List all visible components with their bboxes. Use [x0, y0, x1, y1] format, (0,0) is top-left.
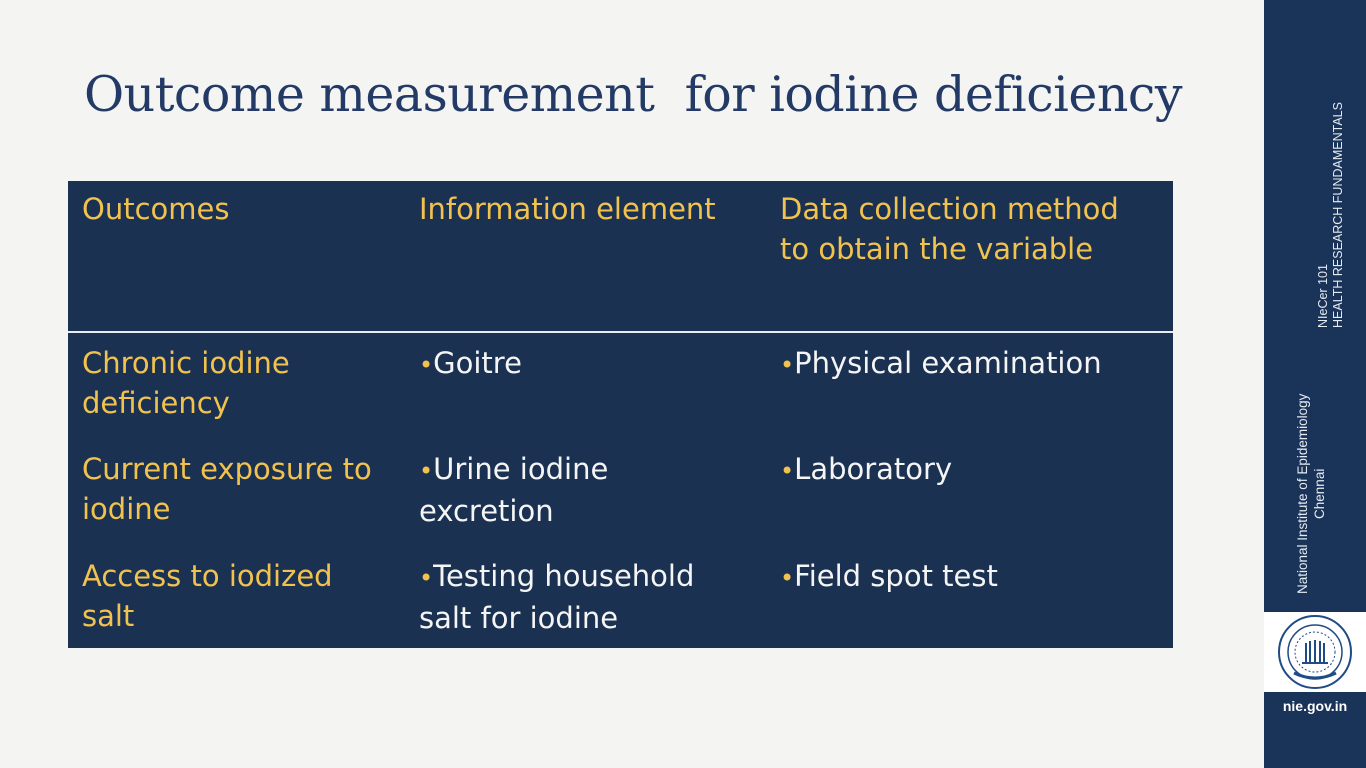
course-label: NIeCer 101 HEALTH RESEARCH FUNDAMENTALS [1316, 102, 1345, 328]
outcome-cell: Access to iodized salt [82, 559, 333, 633]
bullet-icon: • [419, 351, 434, 379]
bullet-icon: • [419, 457, 434, 485]
institute-label: National Institute of Epidemiology Chenn… [1295, 393, 1327, 594]
information-text: Goitre [433, 346, 522, 380]
bullet-icon: • [780, 351, 795, 379]
header-data-collection-method: Data collection method to obtain the var… [780, 192, 1119, 266]
method-cell: •Laboratory [780, 449, 952, 491]
method-text: Laboratory [794, 452, 953, 486]
header-divider [68, 331, 1173, 333]
outcome-cell: Current exposure to iodine [82, 452, 372, 526]
website-url: nie.gov.in [1282, 698, 1348, 714]
bullet-icon: • [419, 564, 434, 592]
information-text: Testing household salt for iodine [419, 559, 695, 635]
method-cell: •Field spot test [780, 556, 998, 598]
bullet-icon: • [780, 457, 795, 485]
method-text: Physical examination [794, 346, 1102, 380]
information-cell: •Urine iodine excretion [419, 449, 608, 531]
icmr-seal-icon [1278, 615, 1352, 689]
information-text: Urine iodine excretion [419, 452, 609, 528]
method-cell: •Physical examination [780, 343, 1102, 385]
method-text: Field spot test [794, 559, 998, 593]
slide-title: Outcome measurement for iodine deficienc… [84, 66, 1183, 123]
information-cell: •Testing household salt for iodine [419, 556, 694, 638]
information-cell: •Goitre [419, 343, 522, 385]
slide-content: Outcome measurement for iodine deficienc… [68, 66, 1183, 648]
bullet-icon: • [780, 564, 795, 592]
header-outcomes: Outcomes [82, 192, 230, 226]
outcome-cell: Chronic iodine deficiency [82, 346, 290, 420]
header-information-element: Information element [419, 192, 716, 226]
outcome-table: Outcomes Information element Data collec… [68, 181, 1173, 648]
